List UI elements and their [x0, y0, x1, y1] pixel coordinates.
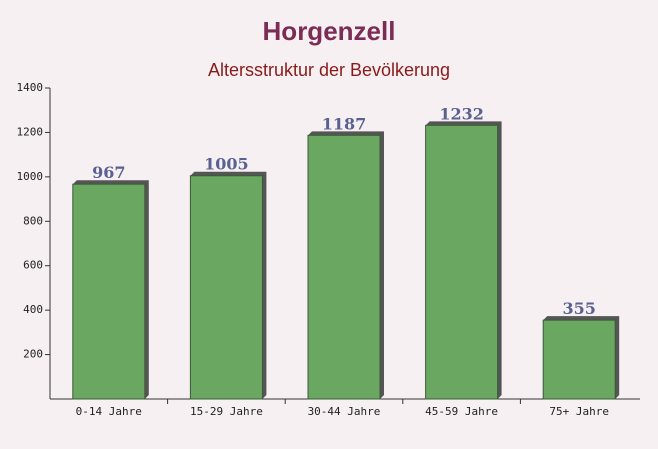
- y-tick-label: 1200: [17, 125, 44, 138]
- bar: [542, 319, 616, 400]
- x-tick-label: 0-14 Jahre: [76, 405, 142, 418]
- y-tick-label: 200: [23, 348, 43, 361]
- value-label: 1232: [439, 104, 484, 123]
- x-tick-label: 45-59 Jahre: [425, 405, 498, 418]
- bar: [72, 183, 146, 400]
- value-label: 1005: [204, 155, 249, 174]
- y-tick-label: 400: [23, 303, 43, 316]
- x-tick-label: 75+ Jahre: [549, 405, 609, 418]
- y-tick-label: 600: [23, 259, 43, 272]
- x-tick-label: 15-29 Jahre: [190, 405, 263, 418]
- bar: [307, 134, 381, 400]
- bar: [189, 175, 263, 400]
- bar: [425, 124, 499, 400]
- value-label: 967: [92, 163, 125, 182]
- x-tick-label: 30-44 Jahre: [308, 405, 381, 418]
- y-tick-label: 1400: [17, 81, 44, 94]
- chart-title: Horgenzell: [263, 16, 396, 46]
- value-label: 355: [562, 299, 595, 318]
- y-tick-label: 1000: [17, 170, 44, 183]
- chart-subtitle: Altersstruktur der Bevölkerung: [208, 60, 450, 80]
- y-tick-label: 800: [23, 214, 43, 227]
- value-label: 1187: [322, 114, 367, 133]
